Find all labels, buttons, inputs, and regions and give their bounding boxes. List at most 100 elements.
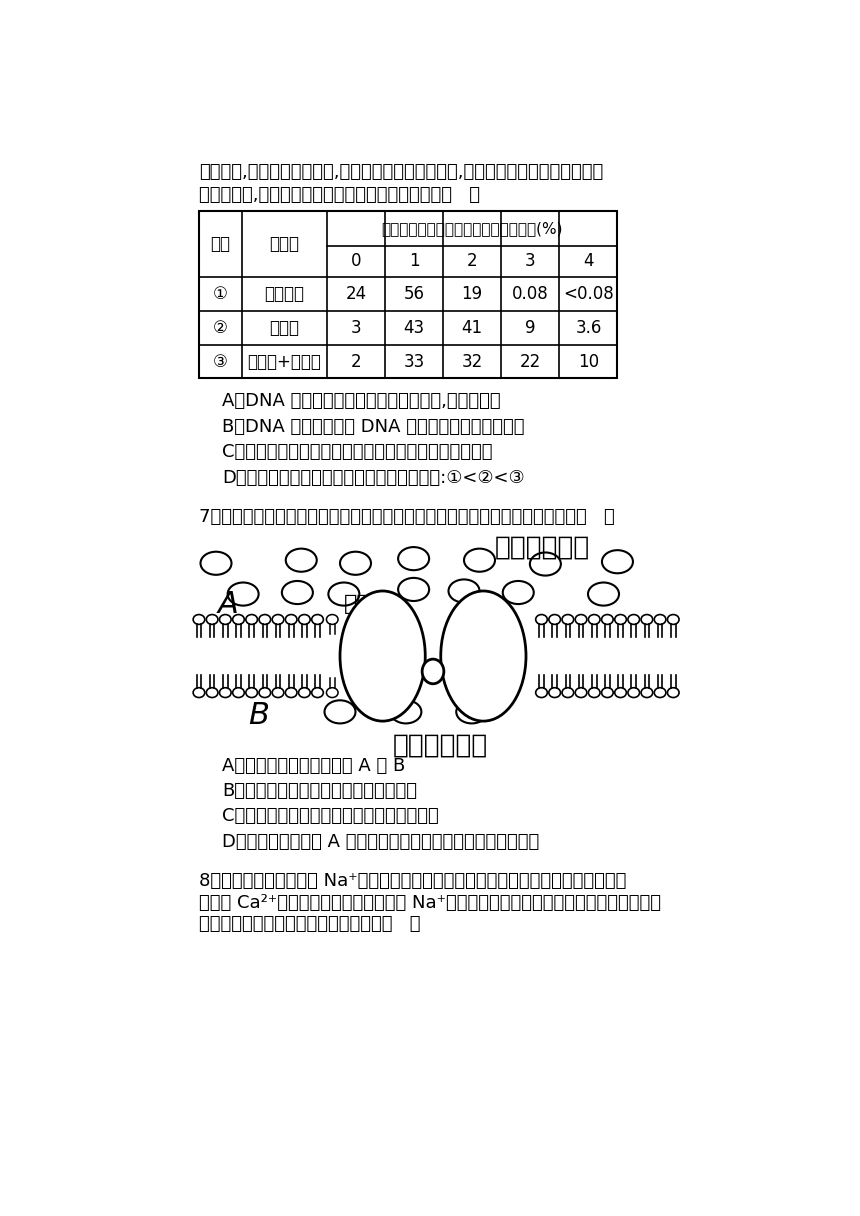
Text: C．载体蛋白的数量不影响该离子的运输速率: C．载体蛋白的数量不影响该离子的运输速率	[222, 807, 439, 826]
Ellipse shape	[340, 552, 371, 575]
Ellipse shape	[311, 688, 323, 698]
Text: 其主要机制如下图。下列说法错误的是（   ）: 其主要机制如下图。下列说法错误的是（ ）	[199, 916, 421, 933]
Text: A．该离子运输的方向是由 A 到 B: A．该离子运输的方向是由 A 到 B	[222, 756, 405, 775]
Text: 葡萄糖: 葡萄糖	[269, 319, 299, 337]
Text: 3.6: 3.6	[575, 319, 602, 337]
Ellipse shape	[641, 688, 653, 698]
Text: 某低浓度离子: 某低浓度离子	[393, 733, 488, 759]
Text: 1: 1	[408, 253, 420, 270]
Ellipse shape	[340, 591, 425, 721]
Ellipse shape	[654, 688, 666, 698]
Ellipse shape	[422, 659, 444, 683]
Ellipse shape	[233, 688, 244, 698]
Ellipse shape	[667, 688, 679, 698]
Ellipse shape	[398, 578, 429, 601]
Text: 组别: 组别	[210, 235, 230, 253]
Text: A．DNA 复制过程需要脱氧核苷酸为原料,并消耗能量: A．DNA 复制过程需要脱氧核苷酸为原料,并消耗能量	[222, 393, 501, 410]
Text: 2: 2	[351, 353, 361, 371]
Text: D．根据结果可推测枯草芽孢杆菌的分裂速度:①<②<③: D．根据结果可推测枯草芽孢杆菌的分裂速度:①<②<③	[222, 468, 525, 486]
Ellipse shape	[228, 582, 259, 606]
Ellipse shape	[530, 552, 561, 575]
Ellipse shape	[464, 548, 495, 572]
Bar	[199, 212, 617, 378]
Ellipse shape	[219, 614, 231, 624]
Ellipse shape	[575, 688, 587, 698]
Ellipse shape	[588, 614, 600, 624]
Ellipse shape	[246, 688, 257, 698]
Ellipse shape	[327, 688, 338, 698]
Ellipse shape	[194, 688, 205, 698]
Ellipse shape	[206, 614, 218, 624]
Text: 7．某离子以协助扩散的方式进入细胞，过程如图所示。下列相关叙述错误的是（   ）: 7．某离子以协助扩散的方式进入细胞，过程如图所示。下列相关叙述错误的是（ ）	[199, 508, 615, 525]
Text: B．DNA 聚合酶只能以 DNA 单链为模板合成其互补链: B．DNA 聚合酶只能以 DNA 单链为模板合成其互补链	[222, 418, 525, 435]
Ellipse shape	[601, 614, 613, 624]
Text: 葡萄糖+氨基酸: 葡萄糖+氨基酸	[248, 353, 321, 371]
Ellipse shape	[398, 547, 429, 570]
Text: 载体蛋白: 载体蛋白	[344, 595, 397, 614]
Text: 2: 2	[467, 253, 477, 270]
Ellipse shape	[329, 582, 359, 606]
Ellipse shape	[615, 614, 626, 624]
Text: D．一定范围内，膜 A 侧该离子浓度越高，该离子运输速率越快: D．一定范围内，膜 A 侧该离子浓度越高，该离子运输速率越快	[222, 833, 539, 851]
Ellipse shape	[259, 688, 271, 698]
Text: 含有下列荧光位点个数的细胞所占比例(%): 含有下列荧光位点个数的细胞所占比例(%)	[381, 221, 563, 236]
Ellipse shape	[457, 700, 488, 724]
Ellipse shape	[298, 688, 310, 698]
Text: 0: 0	[351, 253, 361, 270]
Ellipse shape	[602, 550, 633, 573]
Ellipse shape	[286, 688, 297, 698]
Ellipse shape	[233, 614, 244, 624]
Ellipse shape	[194, 614, 205, 624]
Ellipse shape	[324, 700, 355, 724]
Text: 56: 56	[403, 285, 425, 303]
Ellipse shape	[628, 688, 640, 698]
Text: 某高浓度离子: 某高浓度离子	[495, 535, 590, 561]
Ellipse shape	[440, 591, 526, 721]
Text: ③: ③	[212, 353, 228, 371]
Text: 41: 41	[462, 319, 482, 337]
Ellipse shape	[615, 688, 626, 698]
Ellipse shape	[219, 688, 231, 698]
Text: 4: 4	[583, 253, 593, 270]
Text: 璃珀酸盐: 璃珀酸盐	[264, 285, 304, 303]
Ellipse shape	[503, 581, 534, 604]
Text: ②: ②	[212, 319, 228, 337]
Ellipse shape	[562, 614, 574, 624]
Text: B．载体蛋白对该离子的运输具有专一性: B．载体蛋白对该离子的运输具有专一性	[222, 782, 417, 800]
Ellipse shape	[549, 614, 561, 624]
Ellipse shape	[588, 582, 619, 606]
Text: 32: 32	[462, 353, 482, 371]
Text: C．上述实验结果中绿色荧光的分布情况支持第一种观点: C．上述实验结果中绿色荧光的分布情况支持第一种观点	[222, 443, 493, 461]
Ellipse shape	[390, 700, 421, 724]
Text: 22: 22	[519, 353, 541, 371]
Text: 光的物质,在不同条件下培养,观察荧光在细胞中的分布,发现绿色荧光只分布在细胞中: 光的物质,在不同条件下培养,观察荧光在细胞中的分布,发现绿色荧光只分布在细胞中	[199, 163, 603, 181]
Text: 33: 33	[403, 353, 425, 371]
Ellipse shape	[282, 581, 313, 604]
Ellipse shape	[200, 552, 231, 575]
Ellipse shape	[246, 614, 257, 624]
Ellipse shape	[449, 580, 480, 603]
Text: 营养物: 营养物	[269, 235, 299, 253]
Ellipse shape	[327, 614, 338, 624]
Ellipse shape	[549, 688, 561, 698]
Ellipse shape	[588, 688, 600, 698]
Ellipse shape	[286, 614, 297, 624]
Text: 可通过 Ca²⁺介导的离子跨膜运输，减少 Na⁺在细胞内的积累，从而提高抗盐胁迫的能力，: 可通过 Ca²⁺介导的离子跨膜运输，减少 Na⁺在细胞内的积累，从而提高抗盐胁迫…	[199, 894, 661, 912]
Text: ①: ①	[212, 285, 228, 303]
Ellipse shape	[575, 614, 587, 624]
Ellipse shape	[562, 688, 574, 698]
Text: 8．在盐化土壤中，大量 Na⁺迅速流入细胞，形成胁迫，影响植物正常生长。耐盐植物: 8．在盐化土壤中，大量 Na⁺迅速流入细胞，形成胁迫，影响植物正常生长。耐盐植物	[199, 872, 626, 890]
Text: B: B	[249, 702, 269, 731]
Ellipse shape	[536, 688, 547, 698]
Ellipse shape	[641, 614, 653, 624]
Ellipse shape	[654, 614, 666, 624]
Ellipse shape	[536, 614, 547, 624]
Ellipse shape	[628, 614, 640, 624]
Text: 0.08: 0.08	[512, 285, 549, 303]
Text: 9: 9	[525, 319, 536, 337]
Ellipse shape	[601, 688, 613, 698]
Text: 43: 43	[403, 319, 425, 337]
Text: 24: 24	[346, 285, 366, 303]
Text: 3: 3	[351, 319, 361, 337]
Text: 固定的位点,位点个数如表所示。下列说法错误的是（   ）: 固定的位点,位点个数如表所示。下列说法错误的是（ ）	[199, 186, 480, 204]
